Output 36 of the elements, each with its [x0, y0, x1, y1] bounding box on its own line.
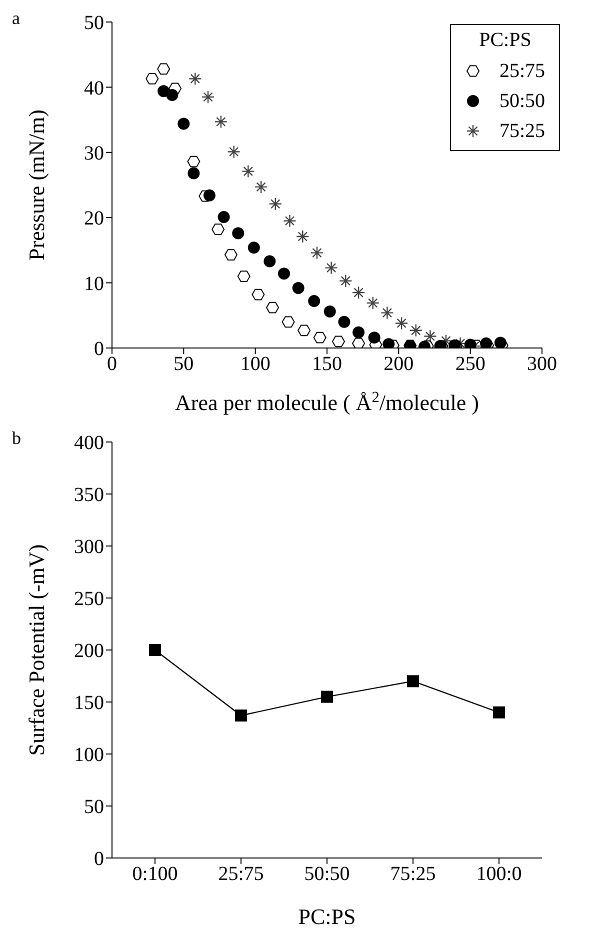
x-tick-label: 50 — [174, 353, 194, 376]
x-axis-title: PC:PS — [298, 904, 356, 929]
y-axis-title: Surface Potential (-mV) — [24, 544, 49, 756]
x-tick-label: 50:50 — [304, 863, 350, 886]
y-tick-label: 50 — [84, 12, 104, 34]
y-tick-label: 100 — [74, 744, 104, 766]
x-tick-label: 100:0 — [476, 863, 522, 886]
y-tick-label: 200 — [74, 640, 104, 662]
x-tick-label: 0:100 — [132, 863, 178, 886]
text: a — [12, 8, 20, 29]
x-tick-label: 150 — [312, 353, 342, 376]
y-tick-label: 20 — [84, 208, 104, 230]
y-tick-label: 40 — [84, 77, 104, 100]
y-axis-title: Pressure (mN/m) — [24, 110, 49, 260]
y-tick-label: 300 — [74, 536, 104, 558]
legend-label: 75:25 — [499, 119, 545, 144]
y-tick-label: 150 — [74, 692, 104, 714]
legend-title: PC:PS — [478, 29, 532, 52]
y-tick-label: 10 — [84, 272, 104, 295]
y-tick-label: 30 — [84, 142, 104, 164]
legend-label: 25:75 — [499, 59, 545, 84]
x-tick-label: 300 — [527, 353, 557, 376]
y-tick-label: 50 — [84, 796, 104, 818]
text: b — [12, 428, 21, 449]
legend-label: 50:50 — [499, 89, 545, 114]
y-tick-label: 250 — [74, 588, 104, 610]
x-tick-label: 250 — [455, 353, 486, 376]
y-tick-label: 0 — [94, 338, 104, 360]
x-tick-label: 200 — [384, 353, 414, 376]
x-tick-label: 100 — [240, 353, 270, 376]
x-tick-label: 25:75 — [218, 863, 264, 886]
y-tick-label: 0 — [94, 848, 104, 870]
y-tick-label: 400 — [74, 432, 104, 454]
x-tick-label: 75:25 — [390, 863, 436, 886]
x-axis-title: Area per molecule ( Å$^{2}$/molecule ) — [175, 388, 479, 415]
y-tick-label: 350 — [74, 484, 104, 506]
